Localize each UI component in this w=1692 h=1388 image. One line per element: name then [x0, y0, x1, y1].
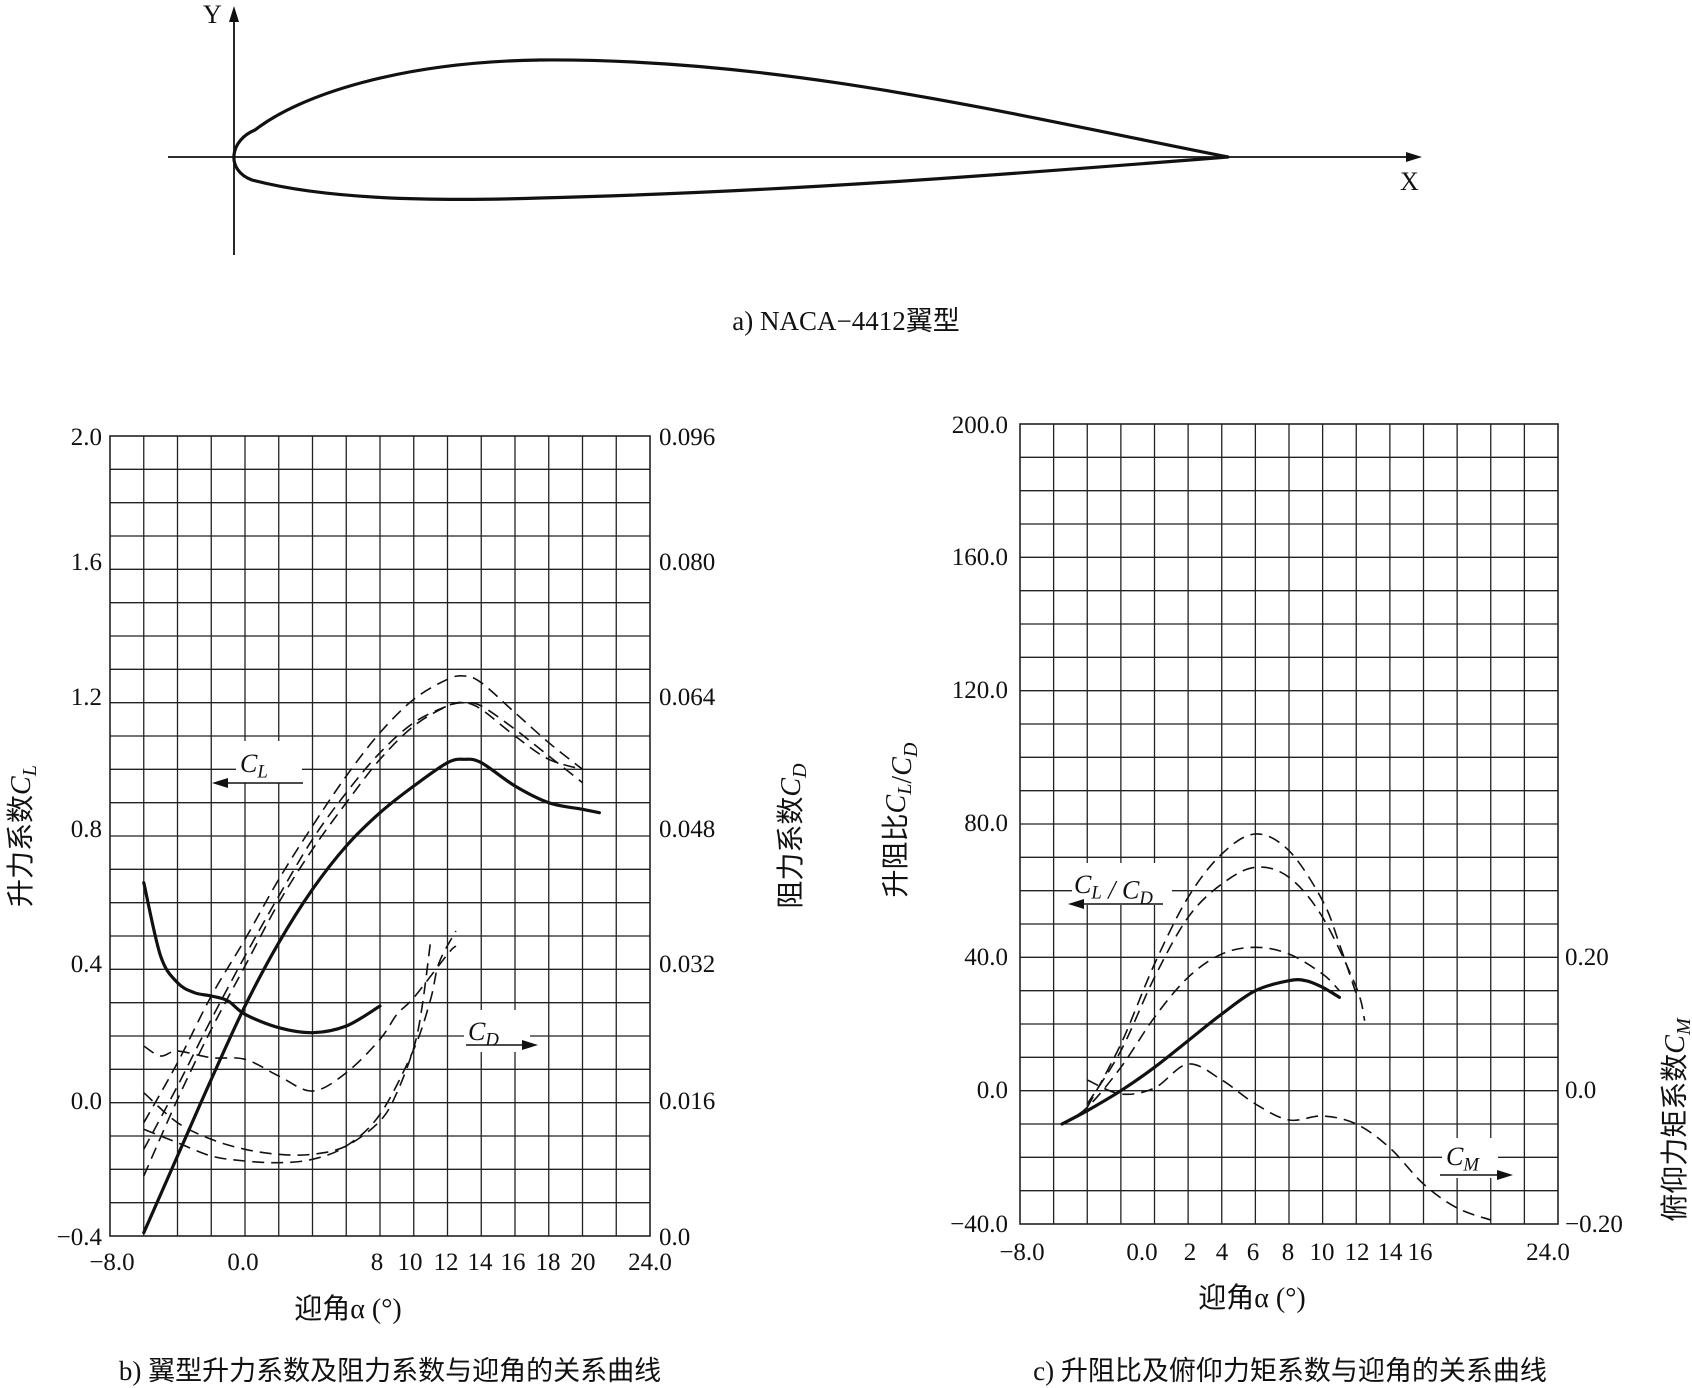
chart-b-ytick-left: 0.0 [71, 1088, 102, 1115]
chart-b-series-3-left-dashed-line [143, 674, 583, 1124]
chart-c-curves [1060, 833, 1492, 1221]
chart-b-curves [142, 674, 601, 1235]
chart-c-ytick-left: 0.0 [977, 1077, 1008, 1104]
chart-c-xtick: 24.0 [1526, 1239, 1570, 1266]
chart-b-xtick: 14 [468, 1249, 494, 1276]
airfoil-panel: Y X a) NACA−4412翼型 [168, 0, 1422, 336]
chart-c-series-3-left-dashed-line [1086, 833, 1358, 1108]
airfoil-y-axis-arrow [229, 6, 239, 22]
chart-c-series-0-left-solid-line [1060, 978, 1341, 1126]
chart-b-xtick: 10 [398, 1249, 423, 1276]
chart-b-right-ticks: 0.096 0.080 0.064 0.048 0.032 0.016 0.0 [659, 424, 716, 1251]
chart-b-cd-label: CD [464, 1010, 538, 1052]
chart-c-xtick: −8.0 [999, 1239, 1044, 1266]
chart-c-cm-arrow [1497, 1170, 1513, 1180]
chart-b-ytick-left: 0.8 [71, 816, 102, 843]
chart-b-frame [109, 435, 651, 1237]
chart-b-left-ticks: 2.0 1.6 1.2 0.8 0.4 0.0 −0.4 [57, 424, 103, 1251]
chart-c-caption: c) 升阻比及俯仰力矩系数与迎角的关系曲线 [1033, 1356, 1547, 1386]
chart-c-ytick-left: 160.0 [952, 544, 1008, 571]
chart-b-series-2-left-dashed-line [143, 701, 584, 1150]
chart-c-ytick-left: 80.0 [964, 810, 1008, 837]
chart-b-grid [110, 436, 650, 1236]
airfoil-x-label: X [1400, 167, 1419, 196]
chart-c-x-ticks: −8.0 0.0 2 4 6 8 10 12 14 16 24.0 [999, 1239, 1570, 1266]
chart-b-xtick: 0.0 [227, 1249, 258, 1276]
chart-b-cd-arrow [522, 1040, 538, 1050]
chart-b-series-0-left-solid-line [142, 757, 601, 1235]
chart-c-xtick: 8 [1282, 1239, 1295, 1266]
chart-b-xtick: 8 [371, 1249, 384, 1276]
chart-b-ytick-right: 0.016 [659, 1088, 715, 1115]
chart-c-xtick: 12 [1345, 1239, 1370, 1266]
chart-b-ytick-right: 0.080 [659, 549, 715, 576]
chart-c-xtick: 10 [1310, 1239, 1335, 1266]
chart-b-series-6-right-dashed-line [143, 930, 457, 1164]
chart-c-ytick-left: 200.0 [952, 412, 1008, 439]
chart-b-xtick: 24.0 [628, 1249, 672, 1276]
chart-b-xlabel: 迎角α (°) [294, 1293, 402, 1325]
chart-b-ytick-right: 0.0 [659, 1224, 690, 1251]
chart-c-ld-arrow [1068, 899, 1084, 909]
chart-b-ytick-left: 0.4 [71, 951, 103, 978]
chart-c-ytick-left: 40.0 [964, 944, 1008, 971]
chart-c-ylabel-right: 俯仰力矩系数CM [1659, 1017, 1692, 1222]
chart-c-ytick-right: 0.0 [1565, 1077, 1596, 1104]
chart-b-xtick: 16 [501, 1249, 526, 1276]
chart-b-ytick-left: 1.6 [71, 549, 102, 576]
chart-b-ytick-right: 0.048 [659, 816, 715, 843]
chart-b-ytick-left: 2.0 [71, 424, 102, 451]
chart-c-xtick: 6 [1247, 1239, 1260, 1266]
chart-b-xtick: 18 [536, 1249, 561, 1276]
chart-c-cm-text: CM [1446, 1142, 1480, 1176]
chart-b-caption: b) 翼型升力系数及阻力系数与迎角的关系曲线 [119, 1356, 661, 1386]
chart-c-series-2-left-dashed-line [1086, 866, 1366, 1105]
chart-c-ytick-left: −40.0 [950, 1211, 1008, 1238]
chart-b-xtick: −8.0 [89, 1249, 134, 1276]
chart-b-series-1-left-dashed-line [143, 701, 583, 1177]
airfoil-profile [232, 58, 1230, 202]
chart-b-series-4-right-solid-line [142, 881, 382, 1035]
chart-c-series-4-right-dashed-line [1086, 1063, 1492, 1221]
chart-b-cl-text: CL [240, 749, 268, 783]
chart-b-ylabel-left: 升力系数CL [5, 765, 41, 907]
chart-b-ytick-left: −0.4 [57, 1224, 103, 1251]
chart-b-ytick-left: 1.2 [71, 684, 102, 711]
chart-c-series-1-left-dashed-line [1061, 946, 1340, 1125]
chart-b-series-7-right-dashed-line [143, 945, 457, 1092]
chart-c-xtick: 4 [1216, 1239, 1229, 1266]
chart-c: 200.0 160.0 120.0 80.0 40.0 0.0 −40.0 0.… [880, 412, 1692, 1386]
chart-c-ytick-right: −0.20 [1565, 1211, 1623, 1238]
chart-b: 2.0 1.6 1.2 0.8 0.4 0.0 −0.4 0.096 0.080… [5, 424, 811, 1386]
chart-b-xtick: 20 [571, 1249, 596, 1276]
chart-b-ytick-right: 0.064 [659, 684, 716, 711]
chart-b-cl-arrow [212, 778, 228, 788]
chart-b-ytick-right: 0.032 [659, 951, 715, 978]
chart-b-ytick-right: 0.096 [659, 424, 715, 451]
chart-c-ytick-right: 0.20 [1565, 944, 1609, 971]
chart-c-ytick-left: 120.0 [952, 677, 1008, 704]
chart-c-right-ticks: 0.20 0.0 −0.20 [1565, 944, 1623, 1238]
airfoil-x-axis-arrow [1406, 152, 1422, 162]
chart-c-xlabel: 迎角α (°) [1198, 1282, 1306, 1314]
chart-b-ylabel-right: 阻力系数CD [775, 763, 811, 909]
chart-c-frame [1019, 423, 1559, 1225]
chart-c-xtick: 0.0 [1126, 1239, 1157, 1266]
chart-b-cl-label: CL [212, 741, 303, 788]
chart-b-xtick: 12 [434, 1249, 459, 1276]
chart-c-xtick: 16 [1408, 1239, 1433, 1266]
chart-c-xtick: 2 [1184, 1239, 1197, 1266]
airfoil-caption: a) NACA−4412翼型 [732, 306, 959, 336]
chart-b-x-ticks: −8.0 0.0 8 10 12 14 16 18 20 24.0 [89, 1249, 672, 1276]
chart-c-left-ticks: 200.0 160.0 120.0 80.0 40.0 0.0 −40.0 [950, 412, 1008, 1238]
chart-b-series-5-right-dashed-line [143, 940, 432, 1156]
chart-c-ylabel-left: 升阻比CL/CD [880, 742, 922, 897]
chart-c-xtick: 14 [1378, 1239, 1404, 1266]
airfoil-y-label: Y [203, 0, 222, 29]
chart-c-ld-label: CL / CD [1068, 863, 1172, 909]
chart-c-cm-label: CM [1440, 1138, 1513, 1180]
